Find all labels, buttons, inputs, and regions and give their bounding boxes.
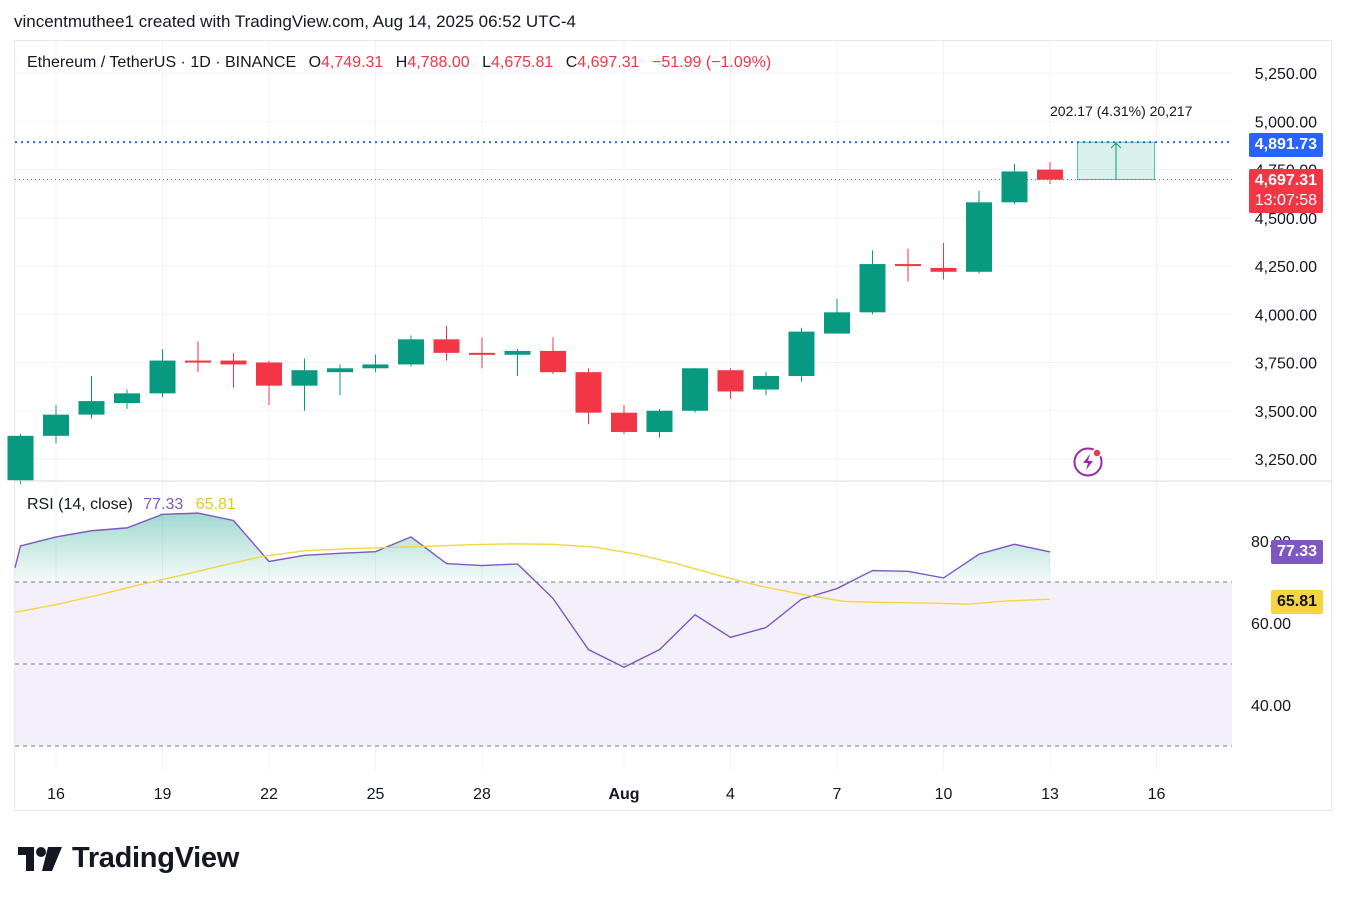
measure-label: 202.17 (4.31%) 20,217 [1050, 103, 1193, 119]
price-axis-label: 3,250.00 [1255, 452, 1317, 469]
candle-body [540, 350, 566, 373]
candle-body [469, 352, 495, 355]
candle-body [646, 410, 673, 432]
price-axis-label: 4,250.00 [1255, 259, 1317, 276]
time-axis-label: 25 [367, 786, 385, 803]
change-value: −51.99 (−1.09%) [652, 54, 772, 71]
candle-body [114, 393, 140, 404]
rsi-value-tag: 77.33 [1270, 540, 1323, 564]
last-price-value: 4,697.31 [1254, 172, 1317, 189]
candle-body [611, 412, 637, 432]
tradingview-logo-icon [18, 846, 62, 871]
time-axis-label: 13 [1041, 786, 1059, 803]
rsi-ma-legend-value: 65.81 [195, 496, 236, 513]
candle-body [966, 202, 992, 272]
candle-body [7, 435, 34, 481]
time-axis-label: 16 [47, 786, 65, 803]
candle-body [398, 339, 424, 365]
target-price-tag: 4,891.73 [1248, 133, 1323, 157]
rsi-axis-label: 40.00 [1251, 698, 1291, 715]
time-axis-label: 22 [260, 786, 278, 803]
candle-body [575, 372, 602, 413]
candle-body [291, 370, 318, 386]
low-value: 4,675.81 [490, 54, 554, 71]
candle-body [1001, 171, 1028, 203]
candle-body [895, 264, 921, 267]
candle-body [327, 368, 353, 373]
candle-body [717, 370, 744, 392]
candle-body [753, 376, 779, 390]
rsi-axis-label: 60.00 [1251, 616, 1291, 633]
low-label: L [482, 54, 491, 71]
price-axis-label: 5,000.00 [1255, 114, 1317, 131]
price-axis-label: 5,250.00 [1255, 66, 1317, 83]
candle-body [824, 312, 850, 334]
time-axis-label: Aug [608, 786, 639, 803]
time-axis-label: 28 [473, 786, 491, 803]
last-price-tag: 4,697.31 13:07:58 [1248, 169, 1323, 213]
candle-body [43, 414, 69, 436]
time-axis-label: 7 [833, 786, 842, 803]
candle-body [682, 368, 708, 411]
candle-body [504, 350, 531, 355]
price-axis-label: 3,500.00 [1255, 404, 1317, 421]
high-value: 4,788.00 [407, 54, 470, 71]
close-label: C [565, 54, 578, 71]
candle-body [930, 267, 957, 272]
open-label: O [308, 54, 322, 71]
candle-body [362, 364, 389, 369]
symbol-legend: Ethereum / TetherUS · 1D · BINANCE O4,74… [27, 54, 771, 72]
chart-credit: vincentmuthee1 created with TradingView.… [14, 12, 576, 31]
flash-icon[interactable] [1072, 446, 1104, 478]
high-label: H [395, 54, 408, 71]
price-axis-label: 3,750.00 [1255, 356, 1317, 373]
rsi-ma-value-tag: 65.81 [1270, 590, 1323, 614]
countdown-value: 13:07:58 [1254, 192, 1317, 209]
candle-body [433, 339, 460, 353]
time-axis-label: 16 [1148, 786, 1166, 803]
open-value: 4,749.31 [321, 54, 384, 71]
rsi-legend: RSI (14, close) 77.33 65.81 [27, 496, 236, 514]
candle-body [185, 360, 211, 363]
price-axis-label: 4,500.00 [1255, 211, 1317, 228]
time-axis-label: 4 [726, 786, 735, 803]
chart-frame [14, 40, 1332, 811]
rsi-title: RSI (14, close) [27, 496, 133, 513]
candle-body [788, 331, 815, 377]
candle-body [220, 360, 247, 365]
rsi-line [14, 512, 1051, 669]
candle-body [859, 264, 886, 313]
rsi-overbought-fill [15, 513, 1050, 582]
candle-body [78, 401, 105, 415]
time-axis-label: 19 [154, 786, 172, 803]
tradingview-logo[interactable]: TradingView [18, 842, 239, 875]
rsi-legend-value: 77.33 [143, 496, 184, 513]
tradingview-wordmark: TradingView [72, 842, 239, 874]
price-axis-label: 4,000.00 [1255, 307, 1317, 324]
candle-body [1037, 169, 1063, 180]
symbol-name: Ethereum / TetherUS · 1D · BINANCE [27, 54, 297, 71]
time-axis-label: 10 [935, 786, 953, 803]
measure-arrow-head [1110, 142, 1122, 149]
candle-body [256, 362, 282, 386]
candle-body [149, 360, 176, 394]
rsi-ma-line [14, 543, 1051, 614]
close-value: 4,697.31 [577, 54, 640, 71]
